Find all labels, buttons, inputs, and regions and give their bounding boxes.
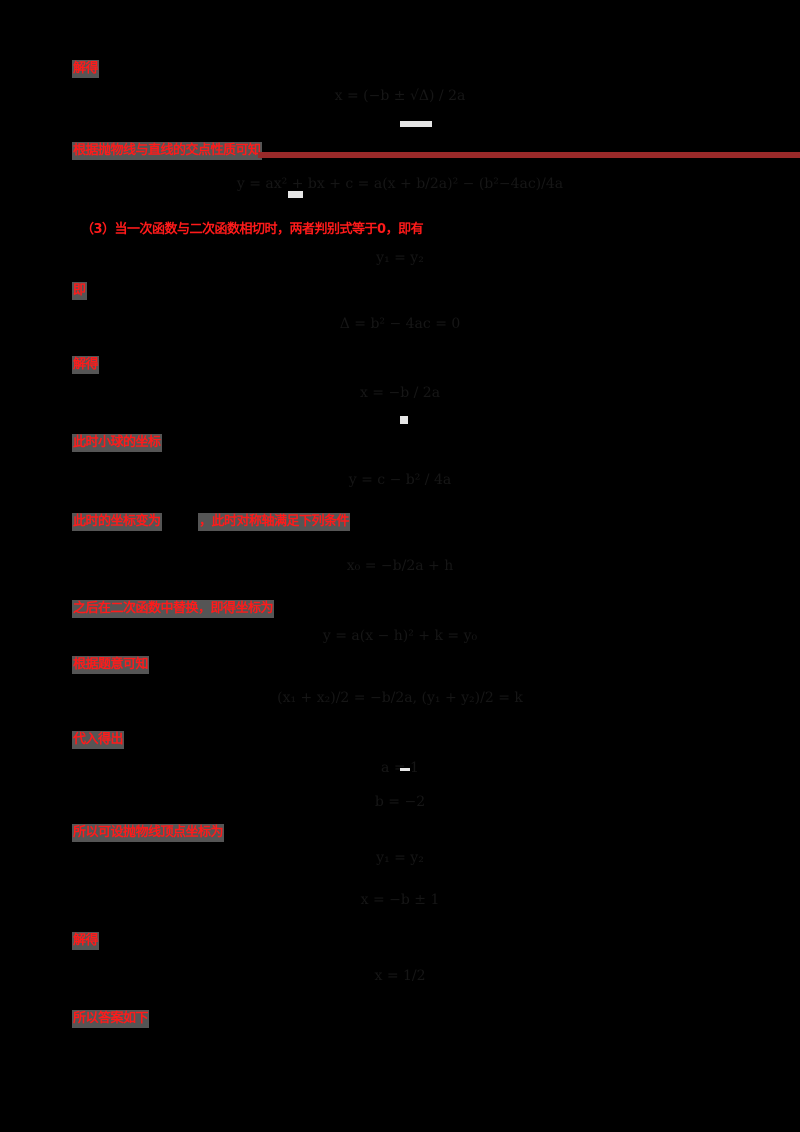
heading-vertex-assumption: 所以可设抛物线顶点坐标为 — [72, 824, 225, 842]
heading-substitute: 之后在二次函数中替换，即得坐标为 — [72, 600, 275, 618]
heading-by-problem: 根据题意可知 — [72, 656, 150, 674]
equation-quadratic-formula: x = (−b ± √Δ) / 2a — [334, 88, 466, 104]
equation-midpoint: (x₁ + x₂)/2 = −b/2a, (y₁ + y₂)/2 = k — [277, 690, 523, 706]
heading-tangent-condition: （3）当一次函数与二次函数相切时，两者判别式等于0，即有 — [81, 222, 424, 237]
fraction-bar — [400, 768, 410, 771]
equation-y-equal: y₁ = y₂ — [376, 850, 424, 866]
equation-axis: x = −b / 2a — [359, 385, 441, 401]
heading-solution: 解得 — [72, 60, 100, 78]
fraction-bar — [288, 191, 303, 198]
heading-intersection-property: 根据抛物线与直线的交点性质可知 — [72, 142, 262, 160]
equation-substituted: y = a(x − h)² + k = y₀ — [322, 628, 478, 644]
section-divider — [258, 152, 800, 158]
heading-solution-2: 解得 — [72, 356, 100, 374]
equation-b-value: b = −2 — [374, 794, 426, 810]
equation-x-half: x = 1/2 — [374, 968, 426, 984]
equation-equal-y: y₁ = y₂ — [376, 250, 424, 266]
heading-ball-coordinate: 此时小球的坐标 — [72, 434, 162, 452]
equation-x-roots: x = −b ± 1 — [360, 892, 440, 908]
equation-discriminant: Δ = b² − 4ac = 0 — [339, 316, 461, 332]
heading-substitute-result: 代入得出 — [72, 731, 125, 749]
heading-answer: 所以答案如下 — [72, 1010, 150, 1028]
equation-ball-y: y = c − b² / 4a — [348, 472, 452, 488]
fraction-bar — [400, 121, 432, 127]
heading-symmetry-condition: ，此时对称轴满足下列条件 — [198, 513, 351, 531]
fraction-bar — [400, 416, 408, 424]
heading-ie: 即 — [72, 282, 87, 300]
equation-shifted-x: x₀ = −b/2a + h — [346, 558, 454, 574]
heading-new-coordinate: 此时的坐标变为 — [72, 513, 162, 531]
heading-solution-3: 解得 — [72, 932, 100, 950]
equation-vertex-form: y = ax² + bx + c = a(x + b/2a)² − (b²−4a… — [236, 176, 564, 192]
